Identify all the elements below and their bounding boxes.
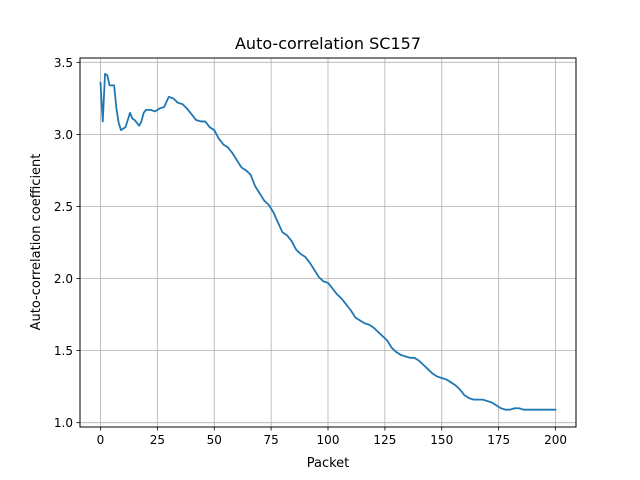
y-axis-ticks: 1.0 1.5 2.0 2.5 3.0 3.5 (54, 56, 80, 430)
x-axis-label: Packet (307, 456, 350, 471)
y-tick-label: 3.0 (54, 128, 73, 142)
x-tick-label: 200 (544, 433, 567, 447)
x-tick-label: 0 (97, 433, 105, 447)
y-axis-label: Auto-correlation coefficient (29, 154, 44, 331)
x-tick-label: 175 (487, 433, 510, 447)
x-tick-label: 100 (317, 433, 340, 447)
series-line (99, 72, 557, 411)
grid-lines (80, 58, 576, 427)
x-tick-label: 75 (263, 433, 278, 447)
x-axis-ticks: 0 25 50 75 100 125 150 175 200 (97, 427, 567, 447)
y-tick-label: 1.0 (54, 416, 73, 430)
x-tick-label: 25 (150, 433, 165, 447)
y-tick-label: 2.0 (54, 272, 73, 286)
y-tick-label: 3.5 (54, 56, 73, 70)
x-tick-label: 50 (207, 433, 222, 447)
chart-title: Auto-correlation SC157 (235, 34, 421, 53)
series-layer (99, 72, 557, 411)
y-tick-label: 2.5 (54, 200, 73, 214)
x-tick-label: 150 (430, 433, 453, 447)
y-tick-label: 1.5 (54, 344, 73, 358)
x-tick-label: 125 (373, 433, 396, 447)
